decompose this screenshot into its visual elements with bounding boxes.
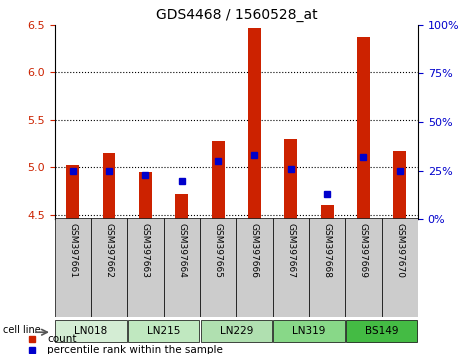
FancyBboxPatch shape [381, 218, 418, 317]
FancyBboxPatch shape [201, 320, 272, 342]
Bar [393, 151, 406, 219]
Text: GSM397670: GSM397670 [395, 223, 404, 278]
Bar [357, 37, 370, 219]
Text: GSM397662: GSM397662 [104, 223, 114, 278]
Bar [103, 153, 115, 219]
Text: LN319: LN319 [292, 326, 326, 336]
FancyBboxPatch shape [91, 218, 127, 317]
Text: percentile rank within the sample: percentile rank within the sample [48, 345, 223, 354]
FancyBboxPatch shape [345, 218, 381, 317]
Title: GDS4468 / 1560528_at: GDS4468 / 1560528_at [155, 8, 317, 22]
Text: count: count [48, 335, 77, 344]
Bar [285, 139, 297, 219]
Text: LN215: LN215 [147, 326, 180, 336]
Text: GSM397665: GSM397665 [214, 223, 223, 278]
Bar [321, 205, 333, 219]
Text: GSM397663: GSM397663 [141, 223, 150, 278]
Text: GSM397668: GSM397668 [323, 223, 332, 278]
Text: GSM397661: GSM397661 [68, 223, 77, 278]
Text: LN229: LN229 [219, 326, 253, 336]
FancyBboxPatch shape [274, 320, 344, 342]
Bar [175, 194, 188, 219]
Text: GSM397664: GSM397664 [177, 223, 186, 278]
FancyBboxPatch shape [309, 218, 345, 317]
Text: cell line: cell line [3, 325, 40, 335]
Bar [212, 141, 225, 219]
Text: BS149: BS149 [365, 326, 399, 336]
FancyBboxPatch shape [55, 218, 91, 317]
Bar [139, 172, 152, 219]
Text: GSM397667: GSM397667 [286, 223, 295, 278]
FancyBboxPatch shape [128, 320, 199, 342]
Text: GSM397666: GSM397666 [250, 223, 259, 278]
FancyBboxPatch shape [346, 320, 417, 342]
FancyBboxPatch shape [127, 218, 163, 317]
Bar [66, 165, 79, 219]
Text: GSM397669: GSM397669 [359, 223, 368, 278]
FancyBboxPatch shape [56, 320, 126, 342]
Text: LN018: LN018 [74, 326, 107, 336]
FancyBboxPatch shape [200, 218, 237, 317]
Bar [248, 28, 261, 219]
FancyBboxPatch shape [237, 218, 273, 317]
FancyBboxPatch shape [273, 218, 309, 317]
FancyBboxPatch shape [163, 218, 200, 317]
